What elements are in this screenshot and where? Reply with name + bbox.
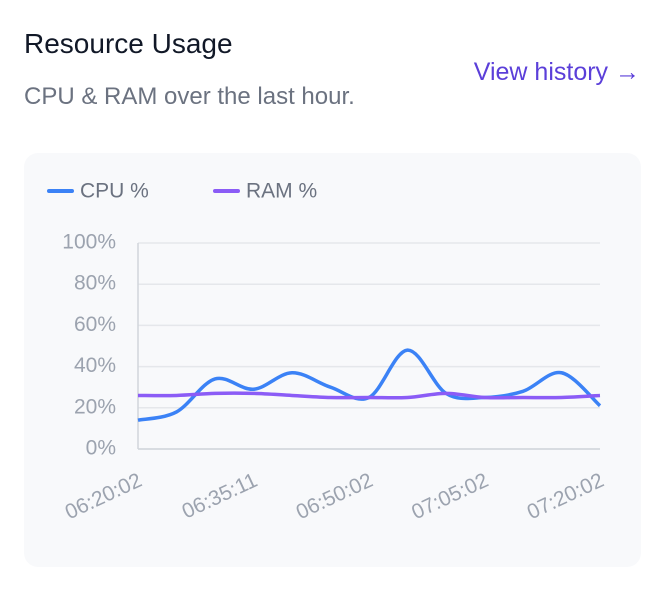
x-tick-label: 06:50:02 [293,469,377,524]
y-tick-label: 60% [74,313,116,336]
x-tick-label: 06:35:11 [179,469,261,524]
x-tick-label: 06:20:02 [62,469,146,524]
y-tick-label: 100% [62,231,116,254]
chart-card [24,153,641,567]
y-tick-label: 40% [74,354,116,377]
view-history-link[interactable]: View history → [473,58,640,86]
series-line [137,391,601,400]
y-tick-label: 20% [74,395,116,418]
series-line [137,348,602,422]
x-tick-label: 07:20:02 [524,469,608,524]
legend-label: RAM % [246,180,317,203]
legend-label: CPU % [80,180,149,203]
subtitle: CPU & RAM over the last hour. [24,83,355,110]
y-tick-label: 80% [74,272,116,295]
title: Resource Usage [24,28,233,59]
y-tick-label: 0% [86,437,116,460]
x-tick-label: 07:05:02 [408,469,492,524]
